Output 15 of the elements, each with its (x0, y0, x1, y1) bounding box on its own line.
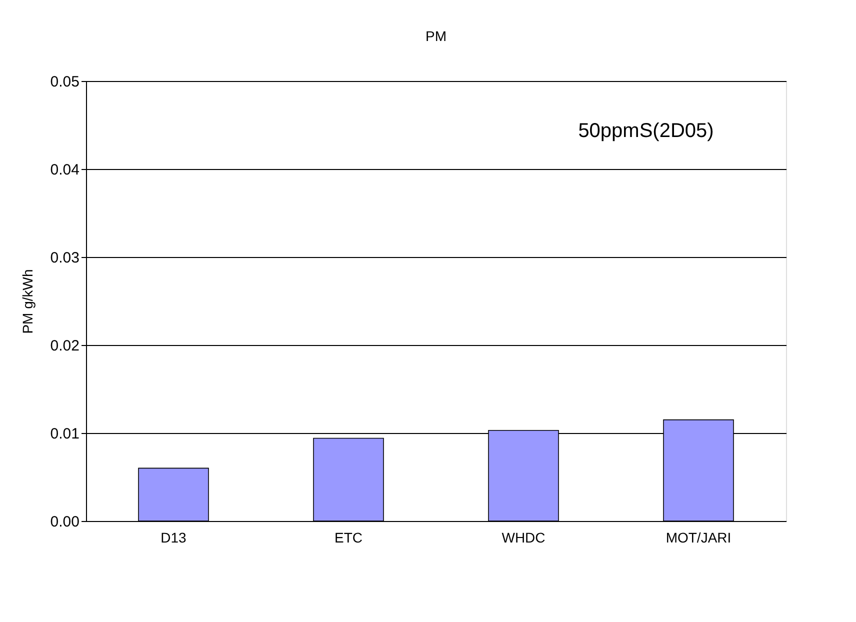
bar (313, 438, 384, 522)
x-tick-label: WHDC (502, 530, 546, 546)
y-tick-label: 0.00 (50, 514, 80, 530)
y-tick-label: 0.04 (50, 162, 80, 178)
x-tick-label: MOT/JARI (666, 530, 732, 546)
y-tick-label: 0.01 (50, 426, 80, 442)
x-tick-label: ETC (334, 530, 362, 546)
annotation: 50ppmS(2D05) (578, 120, 714, 142)
y-axis-title: PM g/kWh (19, 269, 36, 334)
y-tick-label: 0.05 (50, 74, 80, 90)
y-tick-label: 0.03 (50, 250, 80, 266)
bar (138, 468, 209, 522)
x-tick-label: D13 (160, 530, 187, 546)
chart-title: PM (426, 28, 446, 44)
y-tick-label: 0.02 (50, 338, 80, 354)
